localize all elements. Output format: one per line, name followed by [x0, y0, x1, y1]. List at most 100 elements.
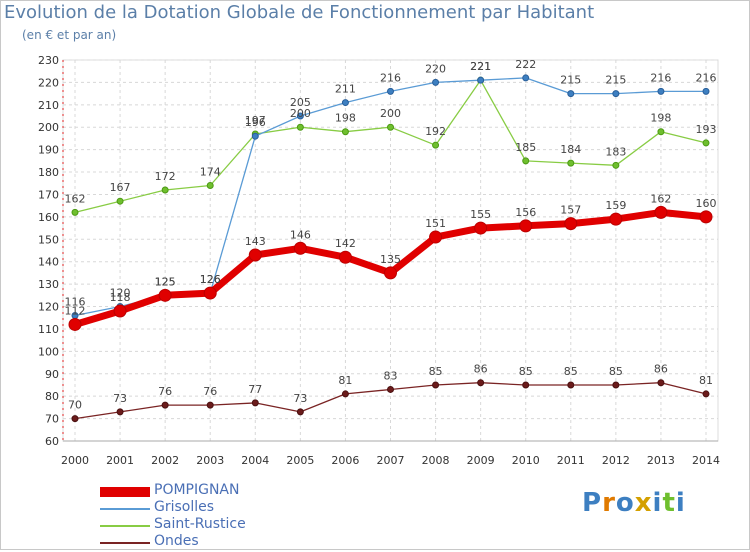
data-point	[248, 248, 262, 262]
x-tick-label: 2009	[467, 454, 495, 467]
data-point	[113, 304, 127, 318]
y-tick-label: 180	[38, 166, 59, 179]
data-point	[296, 112, 304, 120]
data-label: 126	[200, 273, 221, 286]
data-label: 73	[113, 392, 127, 405]
data-point	[432, 78, 440, 86]
series-group	[68, 74, 713, 423]
data-point	[251, 132, 259, 140]
data-point	[609, 212, 623, 226]
x-tick-label: 2005	[286, 454, 314, 467]
data-point	[657, 128, 665, 136]
legend-swatch	[100, 487, 150, 497]
data-label: 157	[560, 204, 581, 217]
data-point	[477, 379, 485, 387]
legend-label: POMPIGNAN	[154, 482, 240, 498]
data-label: 200	[290, 107, 311, 120]
data-label: 120	[110, 287, 131, 300]
data-label: 162	[65, 192, 86, 205]
x-tick-label: 2002	[151, 454, 179, 467]
y-tick-label: 150	[38, 233, 59, 246]
x-tick-label: 2000	[61, 454, 89, 467]
data-point	[341, 99, 349, 107]
data-point	[702, 390, 710, 398]
grid-lines	[62, 59, 719, 442]
data-label: 86	[654, 363, 668, 376]
data-label: 222	[515, 58, 536, 71]
data-point	[116, 408, 124, 416]
data-point	[158, 288, 172, 302]
data-label: 160	[696, 197, 717, 210]
data-label: 70	[68, 399, 82, 412]
x-tick-label: 2006	[331, 454, 359, 467]
data-point	[612, 90, 620, 98]
data-label: 185	[515, 141, 536, 154]
data-label: 81	[699, 374, 713, 387]
data-label: 192	[425, 125, 446, 138]
data-point	[699, 210, 713, 224]
legend-swatch	[100, 508, 150, 510]
chart-title: Evolution de la Dotation Globale de Fonc…	[4, 2, 595, 23]
y-tick-label: 170	[38, 188, 59, 201]
data-label: 126	[200, 273, 221, 286]
data-label: 183	[605, 145, 626, 158]
y-tick-label: 160	[38, 211, 59, 224]
data-label: 211	[335, 83, 356, 96]
data-point	[116, 197, 124, 205]
data-point	[522, 74, 530, 82]
y-tick-label: 140	[38, 256, 59, 269]
data-point	[387, 385, 394, 393]
data-label: 216	[380, 71, 401, 84]
data-label: 215	[605, 74, 626, 87]
y-tick-label: 120	[38, 301, 59, 314]
y-tick-label: 210	[38, 99, 59, 112]
data-label: 118	[110, 291, 131, 304]
data-point	[474, 221, 488, 235]
data-point	[522, 381, 530, 389]
data-label: 151	[425, 217, 446, 230]
data-label: 162	[650, 192, 671, 205]
data-label: 73	[293, 392, 307, 405]
y-tick-label: 100	[38, 345, 59, 358]
data-point	[567, 159, 575, 167]
data-point	[522, 157, 530, 165]
data-point	[161, 401, 169, 409]
x-tick-label: 2012	[602, 454, 630, 467]
data-point	[341, 390, 349, 398]
data-label: 159	[605, 199, 626, 212]
data-label: 143	[245, 235, 266, 248]
data-label: 83	[384, 369, 398, 382]
x-tick-label: 2004	[241, 454, 269, 467]
x-tick-label: 2013	[647, 454, 675, 467]
axes: 60 70 80 90 100 110 120 130 140 150 160 170 180 190 20…	[38, 54, 720, 467]
x-tick-label: 2008	[422, 454, 450, 467]
data-point	[161, 186, 169, 194]
data-point	[338, 250, 352, 264]
data-point	[71, 208, 79, 216]
y-tick-label: 60	[45, 435, 59, 448]
y-tick-label: 130	[38, 278, 59, 291]
data-point	[654, 205, 668, 219]
data-label: 205	[290, 96, 311, 109]
data-point	[387, 123, 394, 131]
data-label: 197	[245, 114, 266, 127]
data-label: 125	[155, 275, 176, 288]
data-point	[206, 182, 214, 190]
y-tick-label: 90	[45, 368, 59, 381]
data-label: 85	[429, 365, 443, 378]
data-label: 76	[203, 385, 217, 398]
data-point	[387, 87, 394, 95]
legend-swatch	[100, 542, 150, 544]
data-label: 221	[470, 60, 491, 73]
y-tick-label: 220	[38, 76, 59, 89]
data-point	[657, 379, 665, 387]
data-point	[71, 415, 79, 423]
data-label: 85	[564, 365, 578, 378]
data-label: 112	[65, 304, 86, 317]
y-tick-label: 190	[38, 144, 59, 157]
data-label: 142	[335, 237, 356, 250]
data-label: 198	[650, 112, 671, 125]
data-point	[68, 317, 82, 331]
data-label: 81	[338, 374, 352, 387]
